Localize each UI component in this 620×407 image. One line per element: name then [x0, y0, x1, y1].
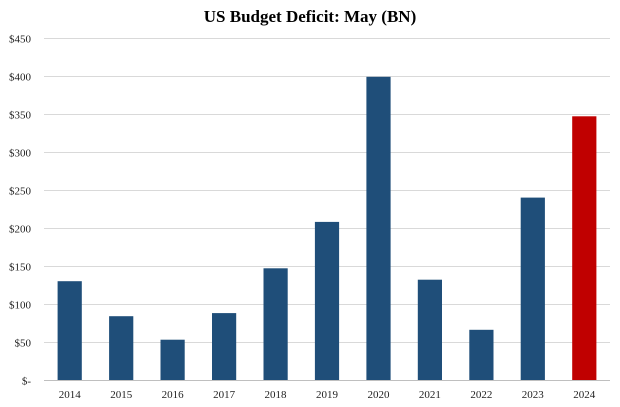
y-tick-label: $400 — [9, 72, 32, 84]
bar-2020 — [366, 76, 391, 381]
chart-title: US Budget Deficit: May (BN) — [204, 7, 416, 26]
bars — [57, 76, 597, 381]
x-tick-label: 2018 — [265, 389, 288, 401]
bar-2024 — [572, 116, 597, 381]
y-tick-label: $50 — [15, 338, 32, 350]
y-axis-tick-labels: $- $50 $100 $150 $200 $250 $300 $350 $400 $450 — [9, 34, 32, 388]
gridlines — [44, 38, 610, 343]
y-tick-label: $- — [22, 376, 32, 388]
bar-2022 — [469, 329, 494, 380]
x-tick-label: 2023 — [522, 389, 545, 401]
x-tick-label: 2020 — [368, 389, 391, 401]
x-tick-label: 2017 — [213, 389, 236, 401]
x-tick-label: 2015 — [110, 389, 133, 401]
x-tick-label: 2024 — [573, 389, 596, 401]
x-tick-label: 2014 — [59, 389, 82, 401]
bar-2021 — [417, 279, 442, 380]
y-tick-label: $450 — [9, 34, 32, 46]
bar-2018 — [263, 268, 288, 380]
bar-2017 — [212, 313, 237, 380]
x-tick-label: 2016 — [162, 389, 185, 401]
x-tick-label: 2021 — [419, 389, 441, 401]
bar-2016 — [160, 339, 185, 380]
y-tick-label: $150 — [9, 262, 32, 274]
y-tick-label: $250 — [9, 186, 32, 198]
x-tick-label: 2022 — [470, 389, 492, 401]
y-tick-label: $300 — [9, 148, 32, 160]
bar-2014 — [57, 281, 82, 380]
x-tick-label: 2019 — [316, 389, 339, 401]
x-axis-tick-labels: 2014 2015 2016 2017 2018 2019 2020 2021 2022 2023… — [59, 389, 596, 401]
y-tick-label: $100 — [9, 300, 32, 312]
bar-2023 — [520, 197, 545, 380]
y-tick-label: $200 — [9, 224, 32, 236]
bar-2019 — [314, 221, 340, 380]
bar-2015 — [109, 316, 134, 380]
y-tick-label: $350 — [9, 110, 32, 122]
